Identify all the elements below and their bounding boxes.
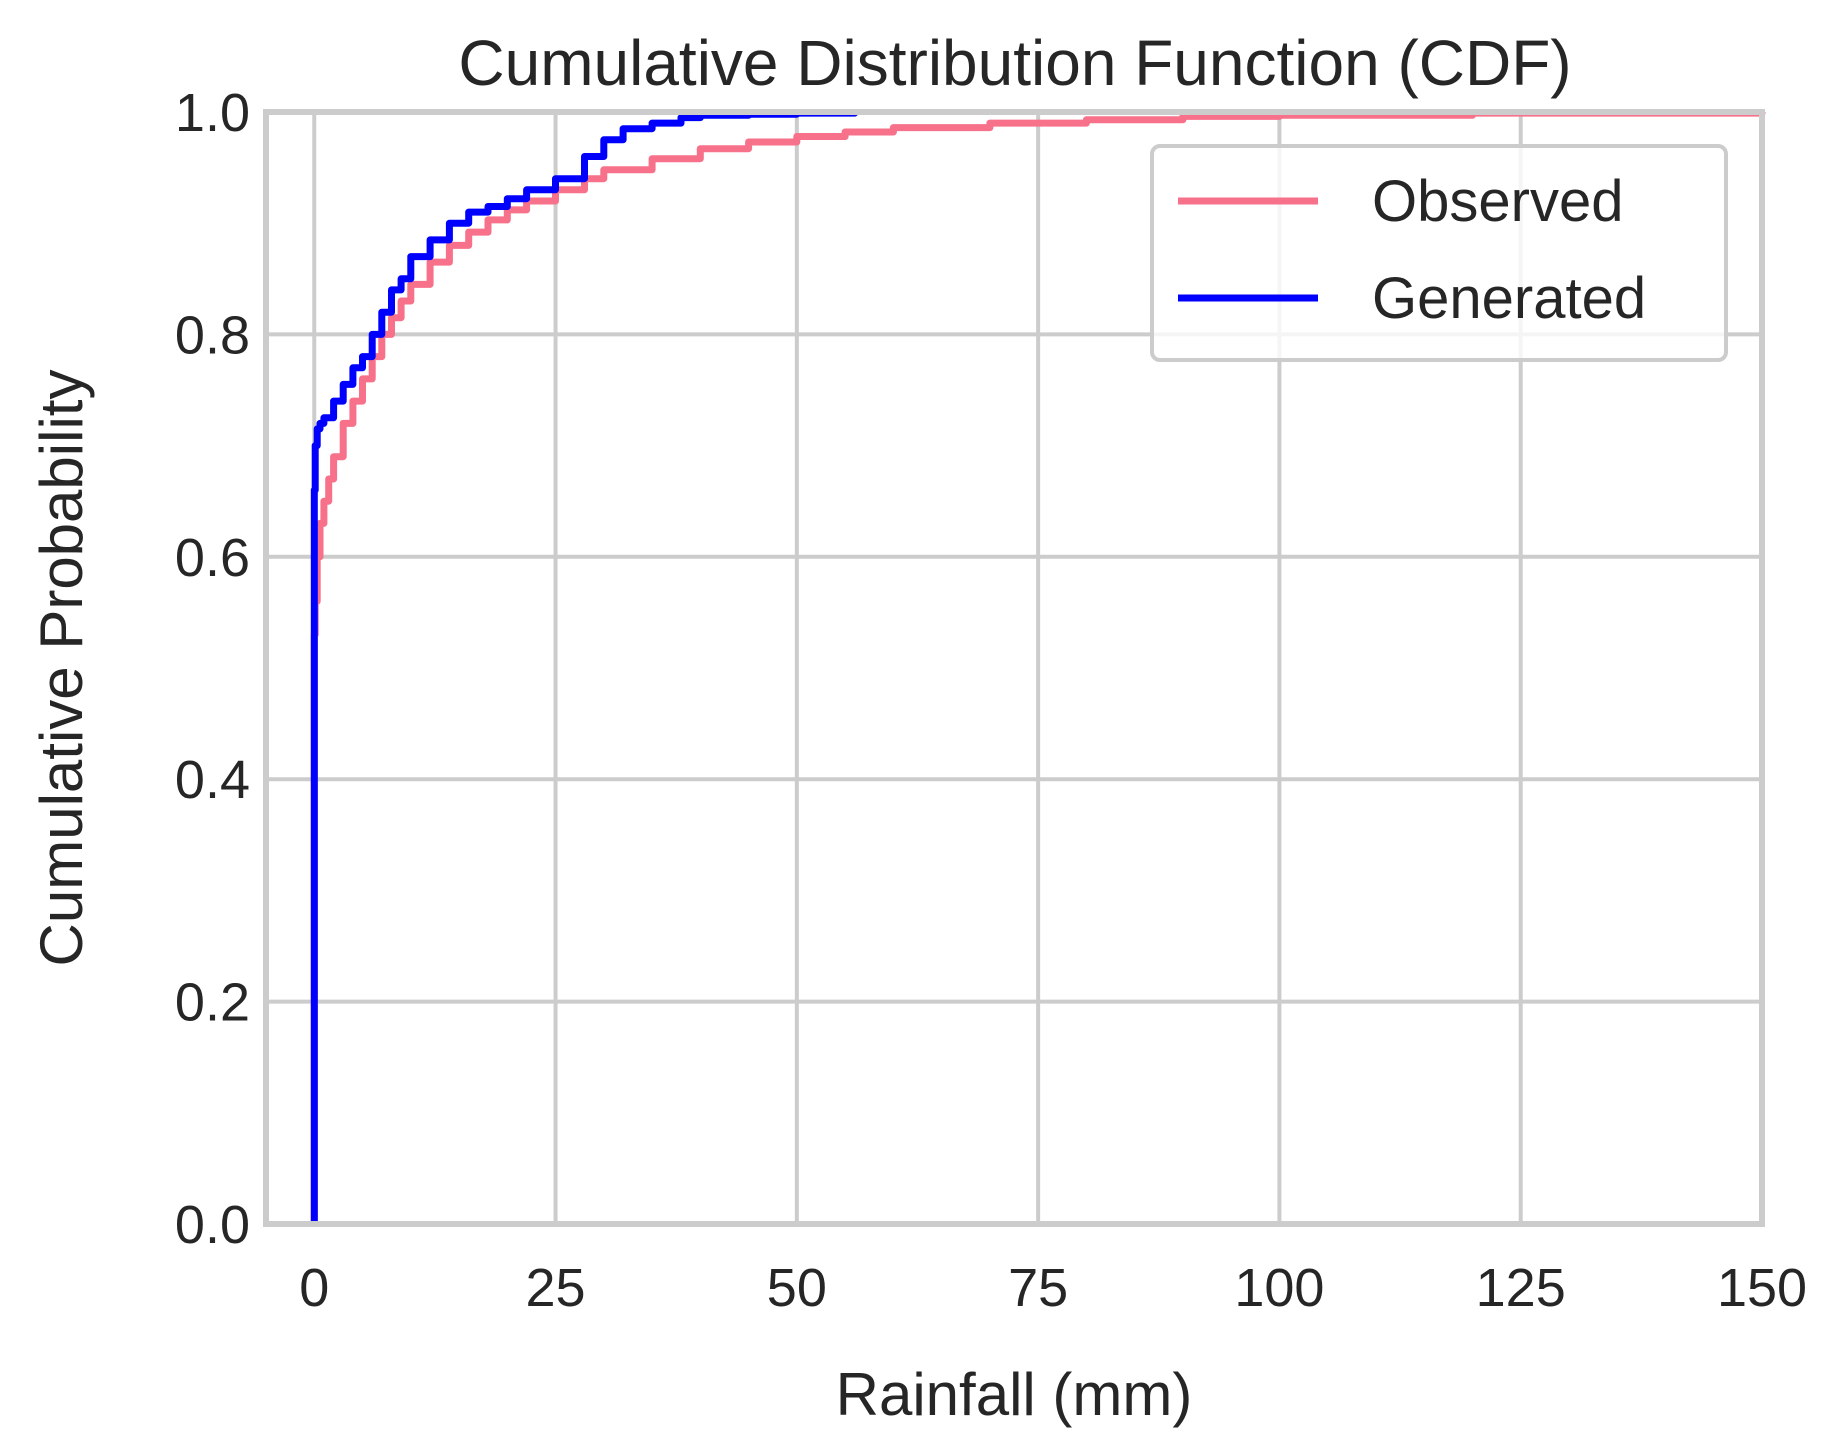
y-tick-label: 0.4 [175, 750, 250, 810]
y-tick-label: 0.8 [175, 305, 250, 365]
x-tick-label: 100 [1234, 1258, 1324, 1318]
x-tick-label: 50 [767, 1258, 827, 1318]
series-line-generated [310, 109, 859, 1224]
x-axis-label: Rainfall (mm) [836, 1361, 1193, 1428]
legend: Observed Generated [1150, 144, 1728, 362]
series-lines [310, 109, 1766, 1224]
x-tick-label: 25 [526, 1258, 586, 1318]
x-tick-label: 150 [1717, 1258, 1807, 1318]
y-tick-label: 0.0 [175, 1195, 250, 1255]
x-tick-label: 0 [299, 1258, 329, 1318]
x-tick-labels: 0 25 50 75 100 125 150 [299, 1258, 1807, 1318]
y-axis-label: Cumulative Probability [28, 370, 95, 967]
y-tick-label: 0.6 [175, 528, 250, 588]
x-tick-label: 125 [1476, 1258, 1566, 1318]
y-tick-label: 0.2 [175, 973, 250, 1033]
x-tick-label: 75 [1008, 1258, 1068, 1318]
chart-title: Cumulative Distribution Function (CDF) [458, 27, 1571, 99]
legend-label-observed: Observed [1372, 169, 1623, 234]
y-tick-labels: 0.0 0.2 0.4 0.6 0.8 1.0 [175, 83, 250, 1255]
plot-frame [263, 109, 1765, 1227]
y-tick-label: 1.0 [175, 83, 250, 143]
series-line-observed [310, 109, 1766, 1224]
legend-label-generated: Generated [1372, 266, 1646, 331]
